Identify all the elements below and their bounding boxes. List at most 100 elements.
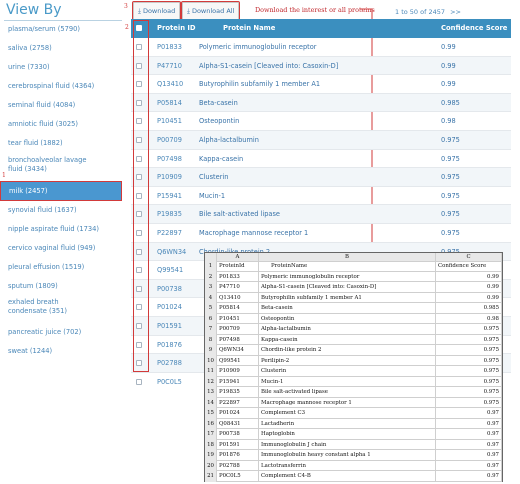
select-all-checkbox[interactable] [136, 25, 142, 31]
cell-protein-id: P15941 [217, 376, 259, 388]
table-row[interactable]: P10451 Osteopontin 0.98 [131, 112, 511, 131]
cell-confidence-score: 0.97 [436, 450, 502, 461]
cell-protein-id[interactable]: P01833 [157, 43, 182, 51]
cell-protein-id[interactable]: P15941 [157, 191, 182, 200]
table-row[interactable]: P19835 Bile salt-activated lipase 0.975 [131, 205, 511, 224]
table-row[interactable]: P0C0L5 [131, 373, 511, 392]
cell-protein-name: Alpha-lactalbumin [259, 324, 436, 335]
cell-protein-id[interactable]: P01876 [157, 340, 182, 349]
table-row[interactable]: P10909 Clusterin 0.975 [131, 168, 511, 187]
sidebar-item-synovial[interactable]: synovial fluid (1637) [8, 206, 77, 214]
sidebar-item-pancreatic[interactable]: pancreatic juice (702) [8, 328, 82, 336]
sidebar-item-plasma[interactable]: plasma/serum (5790) [8, 25, 81, 33]
cell-protein-id[interactable]: P10451 [157, 117, 182, 126]
sidebar-item-sweat[interactable]: sweat (1244) [8, 347, 53, 355]
cell-protein-id[interactable]: P01591 [157, 322, 182, 330]
download-button[interactable]: ⤓ Download [131, 1, 182, 21]
row-checkbox[interactable] [136, 192, 142, 199]
table-header: Protein ID Protein Name Confidence Score [131, 19, 511, 38]
spreadsheet-row: 18 P01591 Immunoglobulin J chain 0.97 [205, 439, 502, 451]
table-row[interactable]: P07498 Kappa-casein 0.975 [131, 150, 511, 169]
row-checkbox[interactable] [136, 81, 142, 88]
row-checkbox[interactable] [136, 360, 142, 367]
sidebar-item-milk[interactable]: milk (2457) [0, 181, 122, 201]
sidebar-item-amniotic[interactable]: amniotic fluid (3025) [8, 120, 78, 128]
cell-protein-name: Macrophage mannose receptor 1 [199, 229, 309, 237]
sidebar-item-tear[interactable]: tear fluid (1882) [8, 139, 63, 147]
table-row[interactable]: P47710 Alpha-S1-casein [Cleaved into: Cas… [131, 56, 511, 76]
cell-confidence-score: 0.975 [436, 355, 502, 367]
sidebar-item-cervico[interactable]: cervico vaginal fluid (949) [8, 244, 96, 252]
row-checkbox[interactable] [136, 44, 142, 50]
download-all-button[interactable]: ⤓ Download All [180, 1, 241, 21]
cell-protein-id[interactable]: Q13410 [157, 80, 184, 89]
spreadsheet-column-letters: A B C [205, 253, 502, 263]
spreadsheet-row: 13 P19835 Bile salt-activated lipase 0.975 [205, 387, 502, 398]
row-checkbox[interactable] [136, 248, 142, 255]
spreadsheet-row: 5 P05814 Beta-casein 0.985 [205, 303, 502, 314]
row-checkbox[interactable] [136, 174, 142, 181]
table-row[interactable]: Q13410 Butyrophilin subfamily 1 member A1… [131, 75, 511, 94]
row-checkbox[interactable] [136, 323, 142, 329]
row-number: 14 [205, 397, 217, 409]
spreadsheet-row: 17 P00738 Haptoglobin 0.97 [205, 429, 502, 440]
row-number: 4 [205, 292, 217, 304]
sidebar-item-seminal[interactable]: seminal fluid (4084) [8, 101, 76, 109]
cell-protein-id[interactable]: P05814 [157, 98, 182, 107]
cell-protein-id: Q08431 [217, 418, 259, 430]
row-checkbox[interactable] [136, 118, 142, 125]
cell-protein-id: Q6WN34 [217, 345, 259, 356]
row-checkbox[interactable] [136, 267, 142, 274]
row-number: 1 [205, 262, 217, 272]
cell-protein-id[interactable]: P22897 [157, 229, 182, 237]
table-row[interactable]: P22897 Macrophage mannose receptor 1 0.975 [131, 224, 511, 243]
spreadsheet-row: 14 P22897 Macrophage mannose receptor 1 0.9… [205, 397, 502, 409]
cell-protein-id[interactable]: Q99541 [157, 266, 184, 275]
cell-protein-id[interactable]: P0C0L5 [157, 377, 182, 386]
sidebar-item-bal[interactable]: bronchoalveolar lavage fluid (3434) [8, 156, 87, 173]
cell-confidence-score: 0.985 [436, 303, 502, 314]
spreadsheet-row: 3 P47710 Alpha-S1-casein [Cleaved into: Ca… [205, 282, 502, 293]
cell-protein-id[interactable]: P10909 [157, 173, 182, 182]
row-checkbox[interactable] [136, 155, 142, 162]
row-checkbox[interactable] [136, 378, 142, 385]
row-checkbox[interactable] [136, 62, 142, 69]
header-protein-id[interactable]: Protein ID [157, 24, 196, 32]
sidebar-item-sputum[interactable]: sputum (1809) [8, 282, 58, 290]
cell-protein-id[interactable]: P00709 [157, 136, 182, 144]
table-row[interactable]: P01833 Polymeric immunoglobulin receptor 0… [131, 38, 511, 57]
cell-protein-id[interactable]: Q6WN34 [157, 247, 187, 256]
spreadsheet-row: 12 P15941 Mucin-1 0.975 [205, 376, 502, 388]
row-checkbox[interactable] [136, 211, 142, 218]
cell-protein-id[interactable]: P47710 [157, 61, 182, 70]
sidebar-item-pleural[interactable]: pleural effusion (1519) [8, 263, 85, 271]
cell-protein-id[interactable]: P02788 [157, 359, 182, 368]
row-number: 15 [205, 408, 217, 419]
cell-protein-name: Bile salt-activated lipase [259, 387, 436, 398]
table-row[interactable]: P05814 Beta-casein 0.985 [131, 93, 511, 113]
row-checkbox[interactable] [136, 285, 142, 292]
row-number: 6 [205, 313, 217, 325]
row-checkbox[interactable] [136, 137, 142, 143]
cell-protein-id[interactable]: P01024 [157, 303, 182, 312]
sidebar-item-nipple[interactable]: nipple aspirate fluid (1734) [8, 225, 99, 233]
pagination-next-button[interactable]: >> [450, 8, 461, 16]
row-checkbox[interactable] [136, 230, 142, 236]
table-row[interactable]: P00709 Alpha-lactalbumin 0.975 [131, 131, 511, 150]
sidebar-item-csf[interactable]: cerebrospinal fluid (4364) [8, 82, 95, 90]
header-confidence-score[interactable]: Confidence Score [441, 24, 508, 32]
sidebar-item-ebc[interactable]: exhaled breath condensate (351) [8, 298, 68, 315]
cell-confidence-score: 0.975 [436, 324, 502, 335]
sidebar-item-saliva[interactable]: saliva (2758) [8, 44, 52, 52]
sidebar-item-urine[interactable]: urine (7330) [8, 63, 50, 71]
table-row[interactable]: P15941 Mucin-1 0.975 [131, 187, 511, 206]
row-checkbox[interactable] [136, 304, 142, 311]
cell-protein-id[interactable]: P00738 [157, 284, 182, 293]
row-checkbox[interactable] [136, 99, 142, 106]
cell-confidence-score: 0.975 [436, 334, 502, 346]
cell-protein-id[interactable]: P19835 [157, 210, 182, 219]
cell-protein-id[interactable]: P07498 [157, 154, 182, 163]
header-protein-name[interactable]: Protein Name [223, 24, 276, 32]
cell-protein-name: Immunoglobulin heavy constant alpha 1 [259, 450, 436, 461]
row-checkbox[interactable] [136, 341, 142, 348]
